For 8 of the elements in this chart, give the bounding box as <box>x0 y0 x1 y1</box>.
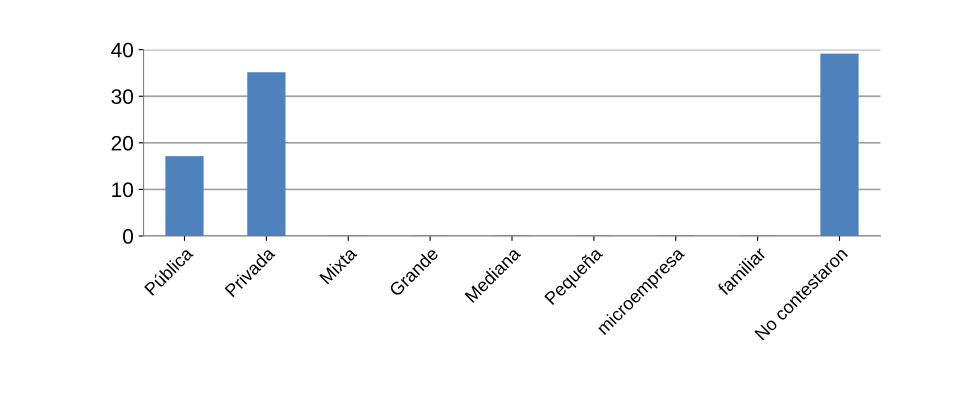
y-tick-label: 20 <box>112 136 134 151</box>
bar <box>165 156 204 236</box>
y-tick-label: 10 <box>112 182 134 198</box>
bar <box>247 72 286 236</box>
y-tick-label: 0 <box>123 228 134 244</box>
y-tick-label: 30 <box>111 89 134 104</box>
y-tick-label: 40 <box>111 42 134 58</box>
bar <box>820 54 859 236</box>
